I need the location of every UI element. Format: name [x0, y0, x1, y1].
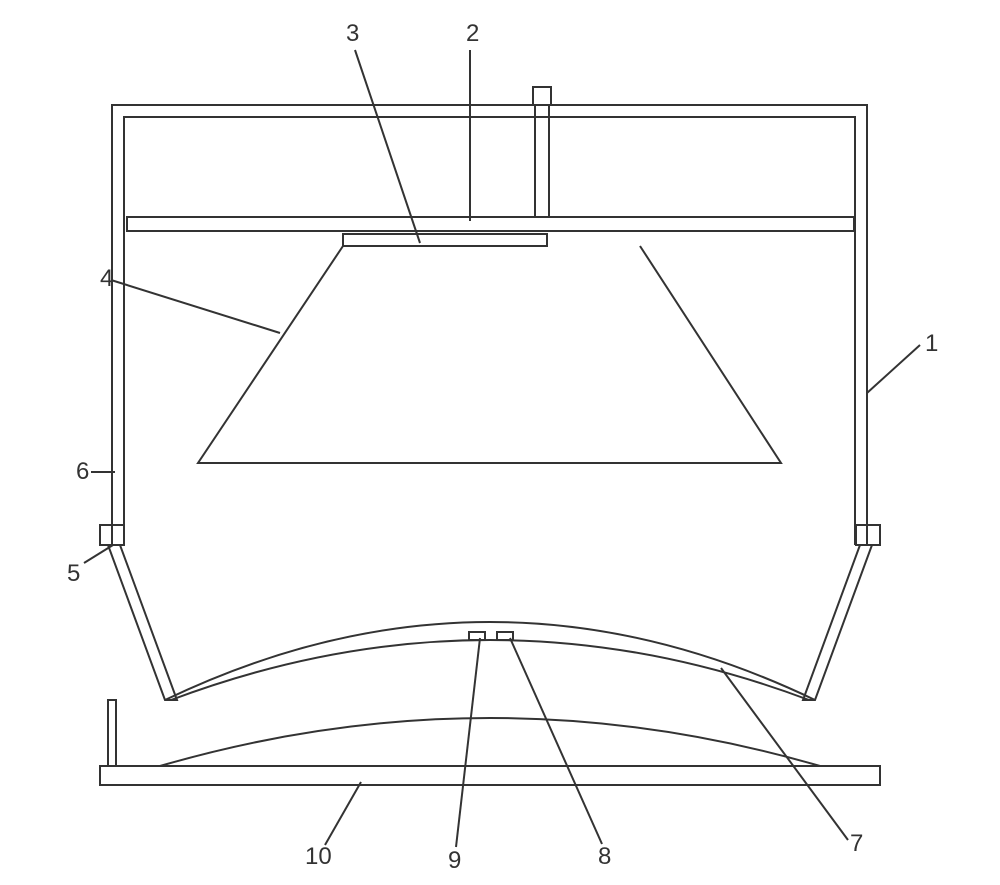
diagram-stage: 1 2 3 4 5 6 7 8 9 10: [0, 0, 1000, 885]
sensor-a: [469, 632, 485, 640]
leader-l8: [510, 638, 602, 844]
housing-outer: [112, 105, 867, 545]
platform-bar: [127, 217, 854, 231]
base-post: [108, 700, 116, 766]
leader-l1: [867, 345, 920, 393]
top-stub: [533, 87, 551, 105]
housing-inner: [124, 117, 855, 545]
base-plate: [100, 766, 880, 785]
hood-trapezoid: [198, 246, 781, 463]
callout-label-2: 2: [466, 20, 479, 48]
callout-label-6: 6: [76, 458, 89, 486]
leader-l7: [721, 668, 848, 840]
callout-label-3: 3: [346, 20, 359, 48]
leader-l4: [111, 280, 280, 333]
arch-inner: [171, 640, 809, 700]
arch-outer: [165, 622, 815, 700]
leg-right: [803, 545, 872, 700]
callout-label-1: 1: [925, 330, 938, 358]
diagram-svg: [0, 0, 1000, 885]
heater-block: [343, 234, 547, 246]
callout-label-8: 8: [598, 843, 611, 871]
leader-l5: [84, 545, 113, 563]
leg-left: [108, 545, 177, 700]
leader-l3: [355, 50, 420, 243]
arch-lower: [160, 718, 820, 766]
callout-label-4: 4: [100, 265, 113, 293]
callout-label-5: 5: [67, 560, 80, 588]
callout-label-10: 10: [305, 843, 332, 871]
hanger-rod: [535, 105, 549, 217]
callout-label-7: 7: [850, 830, 863, 858]
leader-l10: [325, 782, 361, 845]
leader-l9: [456, 638, 480, 847]
callout-label-9: 9: [448, 847, 461, 875]
